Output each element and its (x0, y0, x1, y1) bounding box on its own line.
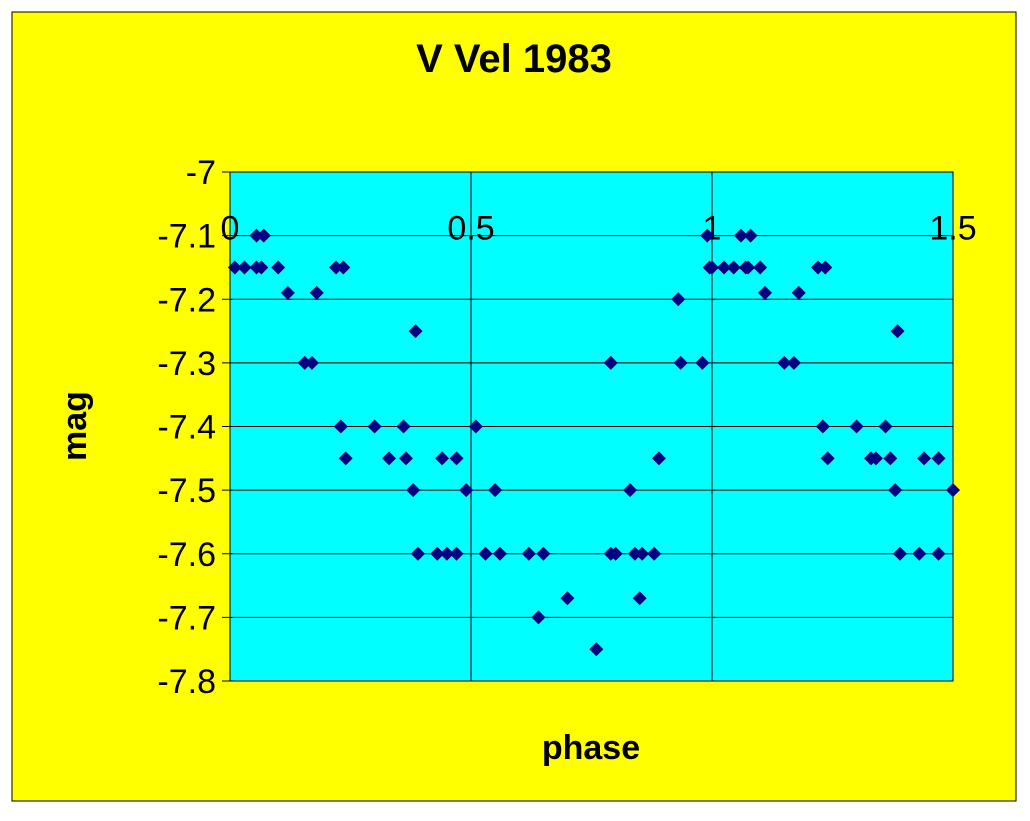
data-point (468, 419, 483, 434)
data-point (329, 260, 344, 275)
data-point (309, 285, 324, 300)
data-point (435, 451, 450, 466)
data-point (333, 419, 348, 434)
data-point (408, 324, 423, 339)
data-point (820, 451, 835, 466)
x-tick-label: 0 (221, 210, 240, 248)
data-point (256, 228, 271, 243)
data-point (883, 451, 898, 466)
gridlines (222, 171, 954, 682)
data-point (249, 228, 264, 243)
data-point (717, 260, 732, 275)
data-point (459, 483, 474, 498)
data-point (888, 483, 903, 498)
data-point (536, 546, 551, 561)
data-point (741, 260, 756, 275)
data-point (671, 292, 686, 307)
data-point (892, 546, 907, 561)
y-tick-label: -7.2 (157, 281, 216, 319)
x-tick-label: 1.5 (929, 210, 976, 248)
data-point (849, 419, 864, 434)
data-point (560, 591, 575, 606)
data-point (753, 260, 768, 275)
data-point (815, 419, 830, 434)
data-point (338, 451, 353, 466)
y-tick-label: -7 (186, 154, 216, 192)
data-point (396, 419, 411, 434)
data-point (912, 546, 927, 561)
data-point (488, 483, 503, 498)
data-point (635, 546, 650, 561)
data-point (726, 260, 741, 275)
x-tick-label: 0.5 (447, 210, 494, 248)
data-point (700, 228, 715, 243)
data-point (439, 546, 454, 561)
data-point (237, 260, 252, 275)
data-point (492, 546, 507, 561)
data-points (227, 228, 960, 657)
data-point (430, 546, 445, 561)
data-point (647, 546, 662, 561)
data-point (227, 260, 242, 275)
y-tick-label: -7.7 (157, 599, 216, 637)
data-point (743, 228, 758, 243)
data-point (673, 355, 688, 370)
data-point (603, 355, 618, 370)
data-point (623, 483, 638, 498)
data-point (777, 355, 792, 370)
data-point (367, 419, 382, 434)
y-axis-label: mag (56, 391, 94, 461)
chart-title: V Vel 1983 (416, 37, 612, 81)
data-point (705, 260, 719, 275)
data-point (758, 285, 773, 300)
data-point (632, 591, 647, 606)
data-point (917, 451, 932, 466)
data-point (521, 546, 536, 561)
data-point (931, 546, 946, 561)
y-tick-label: -7.6 (157, 536, 216, 574)
y-tick-label: -7.1 (157, 218, 216, 256)
y-tick-label: -7.5 (157, 472, 216, 510)
data-point (695, 355, 710, 370)
data-point (398, 451, 413, 466)
data-point (786, 355, 801, 370)
data-point (627, 546, 642, 561)
y-tick-label: -7.4 (157, 409, 216, 447)
data-point (651, 451, 666, 466)
y-axis-tick-labels: -7 -7.1 -7.2 -7.3 -7.4 -7.5 -7.6 -7.7 -7.8 (157, 154, 216, 701)
x-tick-label: 1 (703, 210, 722, 248)
data-point (449, 546, 464, 561)
data-point (733, 228, 748, 243)
data-point (791, 285, 806, 300)
data-point (589, 642, 604, 657)
data-point (410, 546, 425, 561)
data-point (271, 260, 286, 275)
data-point (382, 451, 397, 466)
data-point (406, 483, 421, 498)
x-axis-label: phase (542, 729, 640, 767)
data-point (818, 260, 833, 275)
data-point (531, 610, 546, 625)
y-tick-label: -7.3 (157, 345, 216, 383)
data-point (449, 451, 464, 466)
data-point (336, 260, 351, 275)
data-point (890, 324, 905, 339)
data-point (280, 285, 295, 300)
data-point (478, 546, 493, 561)
data-point (254, 260, 269, 275)
data-point (297, 355, 312, 370)
data-point (878, 419, 893, 434)
data-point (868, 451, 883, 466)
data-point (811, 260, 826, 275)
data-point (931, 451, 946, 466)
data-point (608, 546, 623, 561)
data-point (304, 355, 319, 370)
data-point (946, 483, 960, 498)
y-tick-label: -7.8 (157, 663, 216, 701)
